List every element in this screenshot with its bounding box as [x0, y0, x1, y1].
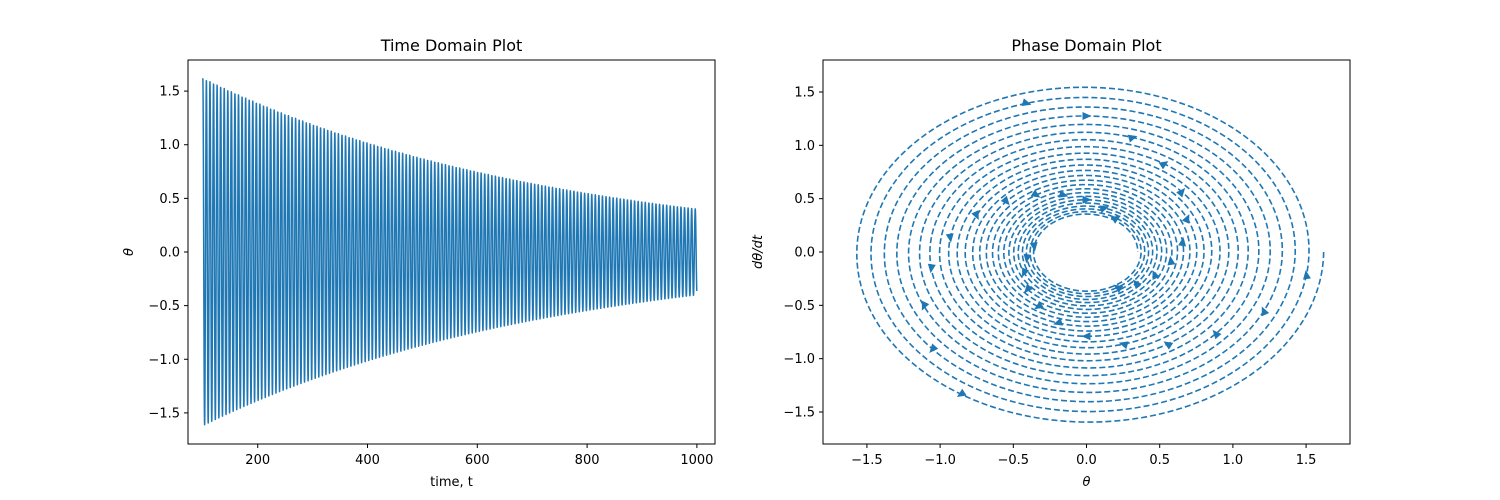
time-domain-y-tick-label: 1.0 [159, 138, 180, 153]
phase-domain-arrow-marker [1030, 189, 1041, 198]
phase-domain-arrow-marker [1163, 341, 1174, 350]
time-domain-y-label: θ [122, 248, 137, 256]
phase-domain-arrow-marker [1178, 236, 1187, 247]
phase-domain-arrow-marker [1132, 279, 1142, 289]
phase-domain-arrow-marker [1024, 283, 1034, 294]
phase-domain-arrow-marker [1158, 161, 1169, 170]
phase-domain-arrow-marker [1082, 111, 1092, 120]
time-domain-x-ticks: 200 400 600 800 1000 [245, 444, 713, 468]
phase-domain-x-tick-label: −1.0 [924, 453, 956, 468]
phase-domain-arrow-marker [1118, 341, 1129, 350]
time-domain-x-tick-label: 200 [245, 453, 270, 468]
phase-domain-arrow-marker [1081, 332, 1091, 341]
time-domain-y-tick-label: −0.5 [148, 299, 180, 314]
phase-domain-arrow-marker [956, 388, 967, 397]
phase-domain-arrow-marker [1023, 253, 1032, 264]
time-domain-series [202, 78, 698, 426]
time-domain-y-ticks: −1.5 −1.0 −0.5 0.0 0.5 1.0 1.5 [148, 85, 188, 421]
phase-domain-y-tick-label: −1.0 [783, 352, 815, 367]
phase-domain-arrow-marker [1127, 134, 1138, 143]
phase-domain-arrow-marker [1082, 195, 1092, 204]
phase-domain-y-tick-label: −1.5 [783, 406, 815, 421]
phase-domain-x-label: θ [1083, 475, 1091, 490]
time-domain-y-tick-label: −1.0 [148, 353, 180, 368]
phase-domain-arrow-marker [1212, 329, 1222, 340]
phase-domain-x-tick-label: −1.5 [851, 453, 883, 468]
phase-domain-arrow-marker [1152, 270, 1160, 280]
time-domain-y-tick-label: 1.5 [159, 85, 180, 100]
phase-domain-x-tick-label: 1.0 [1223, 453, 1244, 468]
time-domain-y-tick-label: 0.0 [159, 246, 180, 261]
phase-domain-arrow-marker [927, 263, 936, 274]
phase-domain-subplot: Phase Domain Plot −1.5 −1.0 −0.5 0.0 0.5 1.0 1… [751, 36, 1351, 490]
phase-domain-x-tick-label: 0.0 [1076, 453, 1097, 468]
phase-domain-x-tick-label: 0.5 [1149, 453, 1170, 468]
phase-domain-y-label: dθ/dt [751, 234, 766, 269]
phase-domain-y-tick-label: 0.5 [794, 192, 815, 207]
phase-domain-title: Phase Domain Plot [1011, 36, 1161, 55]
phase-domain-series [855, 86, 1325, 423]
phase-domain-arrow-marker [1021, 98, 1032, 107]
phase-domain-arrow-marker [1053, 317, 1063, 326]
phase-domain-arrow-marker [1029, 241, 1038, 252]
phase-domain-arrow-marker [1034, 301, 1044, 310]
phase-domain-y-tick-label: 1.0 [794, 139, 815, 154]
time-domain-subplot: Time Domain Plot 200 400 600 800 1000 −1.5−1… [122, 36, 716, 490]
phase-domain-y-tick-label: 0.0 [794, 246, 815, 261]
phase-domain-arrow-marker [1022, 267, 1030, 278]
phase-domain-y-tick-label: −0.5 [783, 299, 815, 314]
time-domain-y-tick-label: 0.5 [159, 192, 180, 207]
phase-domain-line [855, 86, 1325, 423]
phase-domain-arrow-marker [1099, 205, 1110, 214]
phase-domain-arrow-marker [1167, 255, 1176, 266]
phase-domain-y-tick-label: 1.5 [794, 86, 815, 101]
phase-domain-arrow-marker [1113, 284, 1124, 293]
phase-domain-arrow-marker [1303, 270, 1311, 280]
phase-domain-x-ticks: −1.5 −1.0 −0.5 0.0 0.5 1.0 1.5 [851, 444, 1316, 468]
phase-domain-arrow-marker [929, 343, 939, 353]
time-domain-x-tick-label: 800 [575, 453, 600, 468]
phase-domain-arrow-marker [921, 300, 930, 311]
phase-domain-arrow-marker [1000, 195, 1010, 206]
phase-domain-arrow-marker [945, 233, 954, 243]
phase-domain-arrow-marker [1181, 213, 1190, 224]
time-domain-y-tick-label: −1.5 [148, 406, 180, 421]
phase-domain-arrow-marker [971, 210, 979, 220]
time-domain-title: Time Domain Plot [380, 36, 523, 55]
time-domain-line [202, 78, 698, 426]
phase-domain-x-tick-label: 1.5 [1296, 453, 1317, 468]
time-domain-x-tick-label: 1000 [680, 453, 713, 468]
phase-domain-arrow-marker [1176, 188, 1186, 198]
phase-domain-x-tick-label: −0.5 [998, 453, 1030, 468]
time-domain-x-label: time, t [430, 475, 473, 490]
time-domain-x-tick-label: 400 [355, 453, 380, 468]
time-domain-x-tick-label: 600 [465, 453, 490, 468]
phase-domain-arrow-marker [1110, 215, 1121, 224]
phase-domain-y-ticks: −1.5 −1.0 −0.5 0.0 0.5 1.0 1.5 [783, 86, 823, 421]
phase-domain-arrow-marker [1058, 189, 1069, 198]
phase-domain-arrow-marker [1261, 306, 1270, 317]
